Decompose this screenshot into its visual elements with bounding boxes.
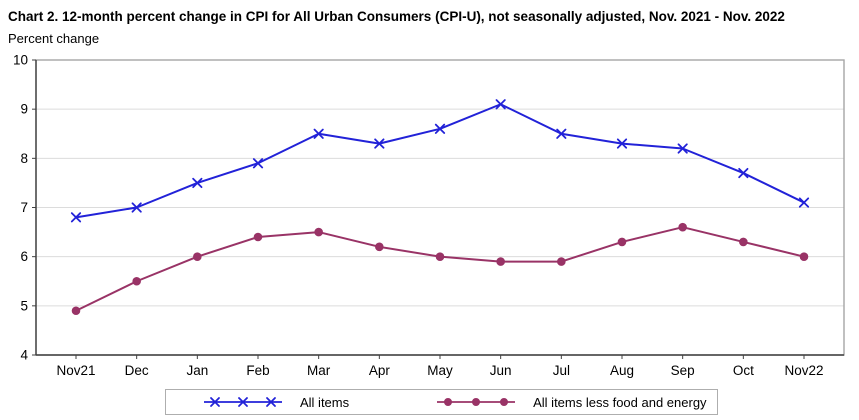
svg-text:Feb: Feb: [246, 363, 269, 378]
svg-text:8: 8: [20, 151, 28, 166]
svg-text:4: 4: [20, 348, 28, 363]
svg-text:Sep: Sep: [671, 363, 695, 378]
svg-text:5: 5: [20, 298, 28, 313]
svg-text:May: May: [427, 363, 453, 378]
svg-text:Jan: Jan: [186, 363, 208, 378]
svg-text:Apr: Apr: [369, 363, 391, 378]
svg-text:Dec: Dec: [125, 363, 149, 378]
svg-text:10: 10: [13, 53, 28, 68]
legend-label: All items: [300, 394, 350, 410]
svg-text:7: 7: [20, 200, 28, 215]
svg-text:Jul: Jul: [553, 363, 570, 378]
legend-item-all-items: All items: [202, 395, 349, 410]
core-line-marker-icon: [437, 398, 516, 406]
svg-text:Oct: Oct: [733, 363, 754, 378]
y-axis-title: Percent change: [8, 31, 100, 46]
svg-text:Jun: Jun: [490, 363, 512, 378]
all-items-line-marker-icon: [204, 397, 282, 407]
legend-item-core: All items less food and energy: [435, 394, 707, 410]
chart-title: Chart 2. 12-month percent change in CPI …: [8, 9, 785, 24]
svg-text:9: 9: [20, 102, 28, 117]
legend-label: All items less food and energy: [533, 394, 707, 410]
svg-text:Aug: Aug: [610, 363, 634, 378]
svg-text:Mar: Mar: [307, 363, 331, 378]
svg-text:Nov22: Nov22: [784, 363, 823, 378]
svg-text:6: 6: [20, 249, 28, 264]
line-chart: 4 5 6 7 8 9 10 Nov21 Dec Jan Feb Mar Apr May Jun Jul Aug…: [13, 53, 845, 378]
chart-legend: All items All items less food and energy: [165, 389, 718, 415]
svg-text:Nov21: Nov21: [56, 363, 95, 378]
